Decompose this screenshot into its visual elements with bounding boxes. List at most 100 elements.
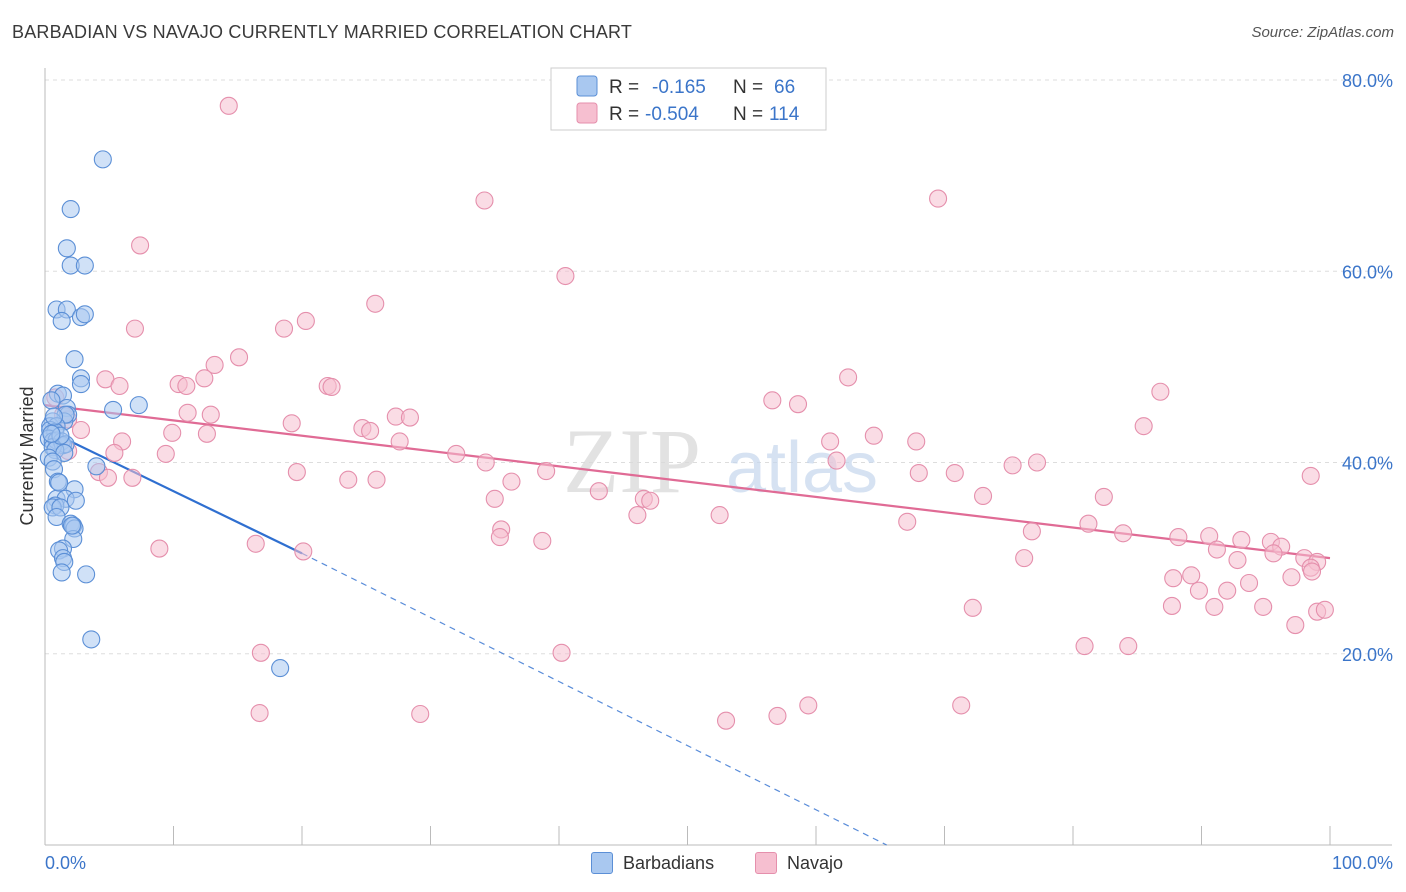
navajo-point xyxy=(1189,581,1208,600)
navajo-point xyxy=(628,506,647,525)
navajo-point xyxy=(502,472,521,491)
navajo-point xyxy=(1164,569,1183,588)
navajo-point xyxy=(552,643,571,662)
barbadians-point xyxy=(42,424,61,443)
barbadians-swatch xyxy=(591,852,613,874)
navajo-point xyxy=(907,432,926,451)
navajo-point xyxy=(909,463,928,483)
barbadians-point xyxy=(44,407,64,426)
navajo-point xyxy=(1207,540,1226,559)
barbadians-point xyxy=(77,565,96,584)
chart-title: BARBADIAN VS NAVAJO CURRENTLY MARRIED CO… xyxy=(12,22,633,42)
navajo-point xyxy=(839,368,858,387)
navajo-point xyxy=(71,420,91,440)
navajo-point xyxy=(490,528,509,547)
barbadians-point xyxy=(65,350,84,369)
navajo-point xyxy=(163,423,182,442)
navajo-point xyxy=(98,468,118,487)
navajo-point xyxy=(201,405,220,424)
navajo-point xyxy=(1302,562,1322,581)
navajo-point xyxy=(476,453,495,472)
y-tick-label: 40.0% xyxy=(1342,454,1393,474)
navajo-point xyxy=(898,512,917,531)
barbadians-point xyxy=(75,256,94,275)
navajo-point xyxy=(1200,527,1219,546)
navajo-point xyxy=(150,539,169,558)
barbadians-point xyxy=(52,311,71,331)
navajo-point xyxy=(156,444,175,463)
navajo-point xyxy=(1075,637,1094,656)
navajo-point xyxy=(250,703,269,723)
navajo-point xyxy=(945,463,964,483)
navajo-point xyxy=(973,486,993,506)
barbadians-point xyxy=(75,305,94,324)
legend-item-navajo[interactable]: Navajo xyxy=(755,852,843,874)
navajo-point xyxy=(229,348,249,367)
x-tick-labels: 0.0% 100.0% xyxy=(45,853,1393,873)
navajo-point xyxy=(322,377,341,397)
y-tick-labels: 20.0% 40.0% 60.0% 80.0% xyxy=(1342,71,1393,665)
navajo-point xyxy=(1134,417,1153,436)
navajo-point xyxy=(246,534,265,553)
legend-box: R = -0.165 N = 66 R = -0.504 N = 114 xyxy=(550,67,827,131)
axes xyxy=(44,68,1392,846)
navajo-point xyxy=(1094,487,1113,506)
navajo-point xyxy=(123,468,142,487)
navajo-point xyxy=(799,696,818,715)
navajo-point xyxy=(1315,600,1334,619)
navajo-point xyxy=(1151,382,1170,401)
navajo-point xyxy=(952,696,971,715)
navajo-point xyxy=(219,96,238,115)
navajo-point xyxy=(788,395,808,414)
navajo-point xyxy=(1162,596,1181,615)
y-tick-label: 20.0% xyxy=(1342,645,1393,665)
barbadians-point xyxy=(62,516,82,535)
legend-n-label: N = xyxy=(733,77,763,98)
navajo-point xyxy=(390,432,409,451)
navajo-point xyxy=(366,294,385,313)
bottom-legend: Barbadians Navajo xyxy=(0,850,1406,880)
navajo-point xyxy=(929,189,948,208)
y-axis-label: Currently Married xyxy=(17,386,37,525)
navajo-point xyxy=(1264,544,1283,563)
navajo-point xyxy=(1254,597,1273,616)
barbadians-point xyxy=(271,659,290,678)
source-credit: Source: ZipAtlas.com xyxy=(1251,24,1394,41)
navajo-point xyxy=(287,463,306,482)
navajo-point xyxy=(274,319,294,338)
navajo-swatch xyxy=(755,852,777,874)
barbadians-points xyxy=(39,150,290,678)
navajo-point xyxy=(485,489,504,508)
navajo-point xyxy=(361,421,380,440)
navajo-point xyxy=(768,706,787,725)
barbadians-point xyxy=(104,400,123,419)
navajo-point xyxy=(1027,453,1047,472)
barbadians-point xyxy=(61,200,80,219)
navajo-point xyxy=(1232,530,1251,550)
watermark-zip: ZIP xyxy=(563,410,701,512)
barbadians-point xyxy=(87,457,106,476)
navajo-point xyxy=(296,311,315,331)
navajo-point xyxy=(1282,568,1301,587)
y-tick-label: 80.0% xyxy=(1342,71,1393,91)
navajo-point xyxy=(1079,514,1098,533)
navajo-point xyxy=(294,542,313,561)
navajo-point xyxy=(251,643,270,662)
navajo-point xyxy=(710,506,729,525)
navajo-point xyxy=(556,266,575,286)
navajo-point xyxy=(1228,550,1247,570)
navajo-point xyxy=(178,403,197,422)
navajo-point xyxy=(447,444,466,463)
navajo-point xyxy=(1205,597,1224,616)
navajo-point xyxy=(177,376,196,396)
navajo-point xyxy=(827,451,846,470)
barbadians-point xyxy=(129,396,148,415)
legend-item-barbadians[interactable]: Barbadians xyxy=(591,852,714,874)
navajo-point xyxy=(1286,616,1305,635)
navajo-point xyxy=(367,470,386,489)
barbadians-point xyxy=(52,563,71,582)
navajo-point xyxy=(1218,581,1237,600)
barbadians-trend-solid xyxy=(44,428,303,555)
barbadians-trend xyxy=(44,428,887,846)
navajo-point xyxy=(1239,573,1259,593)
